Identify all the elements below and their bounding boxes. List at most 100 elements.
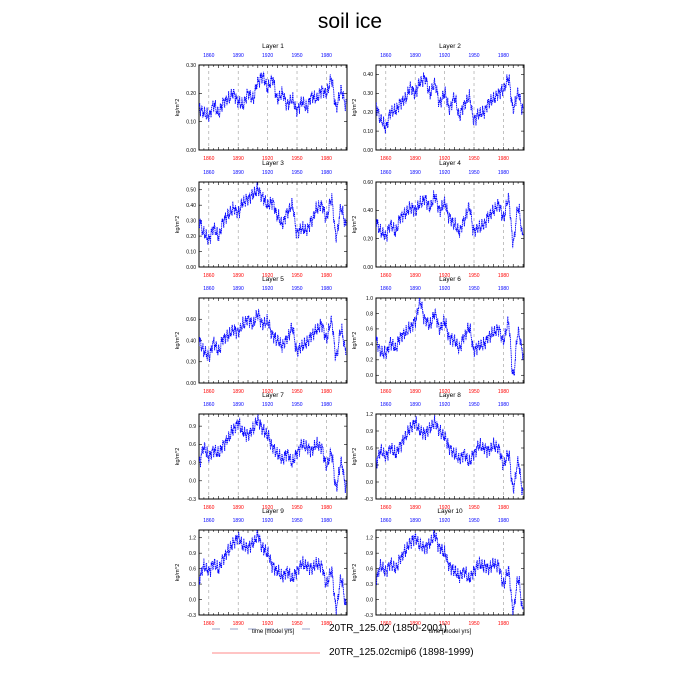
x-tick-label-top: 1890 (233, 402, 244, 408)
x-tick-label-top: 1920 (262, 53, 273, 59)
x-tick-label-bottom: 1920 (262, 273, 273, 279)
x-tick-label-top: 1860 (380, 402, 391, 408)
panel-layer-6: Layer 6 1860 1860 1890 1890 1920 1920 1950 1950 1… (352, 276, 525, 395)
panel-layer-9: Layer 9 1860 1860 1890 1890 1920 1920 1950 1950 1… (175, 508, 348, 635)
plot-frame (375, 297, 525, 384)
panel-title: Layer 3 (262, 160, 284, 167)
y-tick-label: 0.3 (189, 460, 196, 466)
x-tick-label-bottom: 1890 (233, 505, 244, 511)
x-tick-label-top: 1860 (203, 286, 214, 292)
x-tick-label-bottom: 1950 (291, 621, 302, 627)
x-tick-label-top: 1980 (498, 286, 509, 292)
x-tick-label-top: 1860 (380, 286, 391, 292)
panel-title: Layer 1 (262, 43, 284, 50)
x-tick-label-bottom: 1860 (203, 156, 214, 162)
y-tick-label: 0.40 (363, 208, 373, 214)
panel-layer-10: Layer 10 1860 1860 1890 1890 1920 1920 1950 1950… (352, 508, 525, 635)
x-tick-label-top: 1860 (203, 53, 214, 59)
x-tick-label-bottom: 1860 (380, 156, 391, 162)
series-line (376, 530, 524, 615)
y-tick-label: 0.60 (363, 180, 373, 186)
x-tick-label-bottom: 1980 (498, 156, 509, 162)
x-tick-label-bottom: 1980 (498, 389, 509, 395)
x-tick-label-bottom: 1950 (291, 505, 302, 511)
panel-title: Layer 7 (262, 392, 284, 399)
x-tick-label-bottom: 1950 (468, 505, 479, 511)
y-axis-label: kg/m^2 (175, 332, 181, 350)
x-tick-label-bottom: 1920 (262, 389, 273, 395)
x-tick-label-bottom: 1950 (468, 621, 479, 627)
x-tick-label-top: 1890 (410, 53, 421, 59)
y-axis-label: kg/m^2 (175, 564, 181, 582)
x-tick-label-top: 1920 (439, 170, 450, 176)
y-tick-label: 0.00 (363, 265, 373, 271)
x-tick-label-top: 1950 (291, 402, 302, 408)
x-tick-label-top: 1890 (233, 286, 244, 292)
x-tick-label-bottom: 1980 (321, 273, 332, 279)
x-tick-label-bottom: 1950 (468, 273, 479, 279)
x-tick-label-bottom: 1890 (410, 621, 421, 627)
plot-frame (198, 64, 348, 151)
y-axis-label: kg/m^2 (175, 99, 181, 117)
x-tick-label-bottom: 1890 (410, 156, 421, 162)
series-line (376, 298, 524, 377)
x-tick-label-bottom: 1860 (380, 505, 391, 511)
x-tick-label-bottom: 1950 (291, 389, 302, 395)
panel-layer-1: Layer 1 1860 1860 1890 1890 1920 1920 1950 1950 1… (175, 43, 348, 162)
plot-frame (375, 413, 525, 500)
x-tick-label-bottom: 1980 (321, 505, 332, 511)
y-tick-label: 0.20 (186, 360, 196, 366)
x-tick-label-bottom: 1920 (439, 389, 450, 395)
x-tick-label-bottom: 1920 (439, 273, 450, 279)
x-tick-label-bottom: 1920 (262, 621, 273, 627)
y-tick-label: -0.3 (187, 613, 196, 619)
x-tick-label-bottom: 1950 (291, 273, 302, 279)
plot-frame (198, 297, 348, 384)
x-axis-label: time [model yrs] (429, 629, 472, 635)
y-tick-label: 0.6 (189, 442, 196, 448)
x-tick-label-top: 1890 (410, 170, 421, 176)
x-tick-label-top: 1950 (468, 286, 479, 292)
y-tick-label: -0.3 (364, 497, 373, 503)
x-tick-label-bottom: 1980 (321, 389, 332, 395)
y-tick-label: 0.2 (366, 358, 373, 364)
y-axis-label: kg/m^2 (352, 216, 358, 234)
y-tick-label: 0.20 (186, 234, 196, 240)
panel-layer-7: Layer 7 1860 1860 1890 1890 1920 1920 1950 1950 1… (175, 392, 348, 511)
x-tick-label-bottom: 1950 (291, 156, 302, 162)
y-tick-label: 0.40 (186, 338, 196, 344)
x-tick-label-bottom: 1860 (203, 273, 214, 279)
y-tick-label: 0.0 (189, 597, 196, 603)
plot-frame (375, 181, 525, 268)
x-tick-label-top: 1890 (233, 170, 244, 176)
x-tick-label-top: 1860 (380, 53, 391, 59)
y-axis-label: kg/m^2 (175, 448, 181, 466)
y-tick-label: 0.3 (366, 463, 373, 469)
y-tick-label: 0.0 (366, 373, 373, 379)
x-tick-label-bottom: 1890 (233, 621, 244, 627)
y-tick-label: 0.40 (363, 72, 373, 78)
x-tick-label-top: 1920 (262, 286, 273, 292)
x-tick-label-top: 1860 (203, 518, 214, 524)
y-tick-label: 1.0 (366, 296, 373, 302)
y-tick-label: 0.30 (186, 218, 196, 224)
x-tick-label-bottom: 1950 (468, 156, 479, 162)
y-tick-label: 0.3 (366, 582, 373, 588)
x-tick-label-top: 1920 (439, 286, 450, 292)
panel-title: Layer 8 (439, 392, 461, 399)
x-tick-label-bottom: 1980 (321, 156, 332, 162)
y-tick-label: 0.00 (186, 381, 196, 387)
y-tick-label: 0.00 (363, 148, 373, 154)
x-tick-label-top: 1980 (321, 170, 332, 176)
y-tick-label: 0.6 (189, 566, 196, 572)
y-tick-label: 0.9 (189, 424, 196, 430)
x-tick-label-bottom: 1890 (410, 389, 421, 395)
y-tick-label: 0.60 (186, 317, 196, 323)
panel-layer-3: Layer 3 1860 1860 1890 1890 1920 1920 1950 1950 1… (175, 160, 348, 279)
series-line (199, 182, 347, 245)
x-tick-label-top: 1950 (291, 170, 302, 176)
y-tick-label: 0.20 (186, 91, 196, 97)
x-tick-label-top: 1980 (321, 286, 332, 292)
x-tick-label-top: 1920 (439, 518, 450, 524)
